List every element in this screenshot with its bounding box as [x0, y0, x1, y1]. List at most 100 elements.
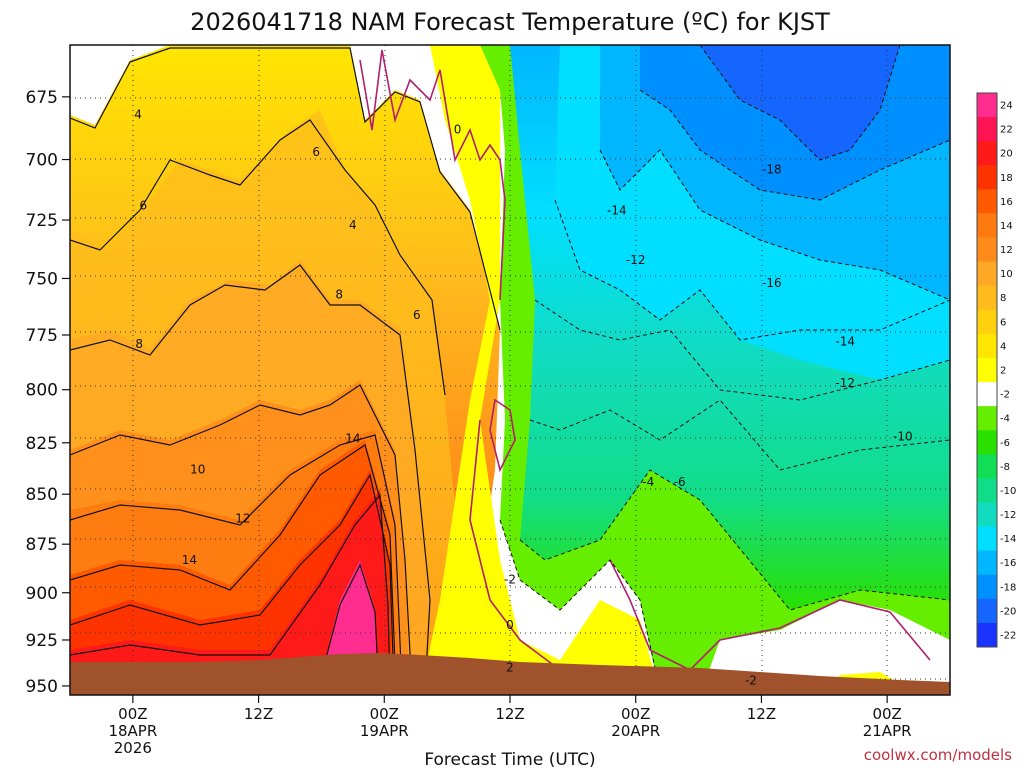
x-tick-label: 19APR — [360, 722, 409, 740]
colorbar-swatch — [977, 237, 997, 263]
colorbar-frame — [976, 92, 998, 648]
contour-label: 0 — [454, 123, 462, 137]
contour-label: 6 — [413, 308, 421, 322]
colorbar-label: 8 — [1000, 293, 1006, 304]
contour-label: -2 — [504, 572, 516, 586]
warm-contours — [70, 47, 501, 691]
x-tick-label: 12Z — [244, 705, 273, 723]
contour-label: -14 — [607, 203, 627, 217]
colorbar-label: 20 — [1000, 149, 1013, 160]
colorbar-swatch — [977, 357, 997, 383]
contour-label: 8 — [335, 287, 343, 301]
colorbar-label: 12 — [1000, 245, 1013, 256]
colorbar-swatch — [977, 622, 997, 648]
colorbar-label: 4 — [1000, 341, 1006, 352]
colorbar-swatch — [977, 478, 997, 503]
colorbar-label: 24 — [1000, 101, 1013, 112]
colorbar-label: -8 — [1000, 462, 1010, 473]
contour-label: 2 — [506, 661, 514, 675]
x-tick-label: 12Z — [747, 705, 776, 723]
colorbar-swatch — [977, 285, 997, 311]
contour-label: -18 — [762, 162, 782, 176]
y-tick-label: 725 — [26, 211, 58, 231]
freezing-fill — [420, 45, 660, 695]
y-tick-label: 675 — [26, 88, 58, 108]
contour-label: -16 — [762, 276, 782, 290]
contour-label: -12 — [835, 376, 855, 390]
contour-label: 8 — [135, 337, 143, 351]
colorbar-label: 6 — [1000, 317, 1006, 328]
contour-label: 14 — [345, 432, 360, 446]
colorbar-swatch — [977, 117, 997, 142]
colorbar-swatch — [977, 261, 997, 287]
contour-label: -14 — [835, 335, 855, 349]
colorbar-label: -20 — [1000, 606, 1016, 617]
contour-label: -4 — [642, 475, 654, 489]
low-right-fill — [700, 600, 950, 695]
y-tick-label: 800 — [26, 381, 58, 401]
plot-area — [70, 45, 950, 695]
colorbar-swatch — [977, 189, 997, 214]
colorbar-label: 10 — [1000, 269, 1013, 280]
colorbar-label: -16 — [1000, 558, 1016, 569]
x-tick-label: 2026 — [114, 739, 152, 757]
colorbar-label: -18 — [1000, 582, 1016, 593]
colorbar-label: 18 — [1000, 173, 1013, 184]
freezing-contours — [359, 49, 931, 671]
colorbar-label: -6 — [1000, 438, 1010, 449]
y-tick-label: 825 — [26, 434, 58, 454]
colorbar-label: 16 — [1000, 197, 1013, 208]
terrain — [70, 653, 950, 695]
colorbar-swatch — [977, 598, 997, 624]
colorbar-swatch — [977, 309, 997, 335]
contour-label: -6 — [674, 475, 686, 489]
y-tick-label: 850 — [26, 485, 58, 505]
y-tick-label: 900 — [26, 584, 58, 604]
colorbar-swatch — [977, 406, 997, 431]
colorbar-swatch — [977, 430, 997, 455]
x-axis-title: Forecast Time (UTC) — [424, 750, 595, 768]
colorbar-swatch — [977, 141, 997, 166]
x-tick-label: 00Z — [621, 705, 650, 723]
y-tick-label: 950 — [26, 677, 58, 697]
y-tick-label: 750 — [26, 269, 58, 289]
contour-label: 4 — [134, 108, 142, 122]
contour-label: 14 — [182, 553, 197, 567]
colorbar-swatch — [977, 213, 997, 239]
contour-label: 0 — [506, 618, 514, 632]
x-tick-label: 18APR — [108, 722, 157, 740]
chart-title: 2026041718 NAM Forecast Temperature (ºC)… — [190, 8, 830, 36]
y-tick-label: 700 — [26, 151, 58, 171]
colorbar-swatch — [977, 502, 997, 528]
colorbar-swatch — [977, 526, 997, 552]
x-tick-label: 00Z — [872, 705, 901, 723]
contour-label: 6 — [312, 145, 320, 159]
contour-label: -2 — [745, 673, 757, 687]
colorbar-swatch — [977, 93, 997, 118]
gridlines — [70, 45, 950, 695]
contour-label: 6 — [140, 199, 148, 213]
colorbar-label: -10 — [1000, 486, 1016, 497]
colorbar-label: -12 — [1000, 510, 1016, 521]
warm-fill-22 — [325, 560, 378, 670]
colorbar: 24 22 20 18 16 14 12 10 8 6 4 2 -2 -4 -6 -8 -10 -12 -14 -16… — [976, 92, 1016, 648]
colorbar-swatch — [977, 574, 997, 600]
colorbar-label: -4 — [1000, 414, 1010, 425]
x-tick-label: 12Z — [495, 705, 524, 723]
warm-fill-18 — [70, 490, 388, 695]
colorbar-swatch — [977, 550, 997, 576]
colorbar-swatch — [977, 333, 997, 359]
y-tick-label: 925 — [26, 631, 58, 651]
credit-text: coolwx.com/models — [864, 746, 1012, 764]
colorbar-swatch — [977, 382, 997, 407]
y-axis: 675 700 725 750 775 800 825 850 875 900 925 950 — [26, 88, 70, 697]
contour-label: -10 — [893, 429, 913, 443]
x-tick-label: 00Z — [118, 705, 147, 723]
cold-fill-20 — [700, 45, 900, 160]
colorbar-label: -2 — [1000, 390, 1010, 401]
x-tick-label: 20APR — [611, 722, 660, 740]
x-tick-label: 00Z — [370, 705, 399, 723]
colorbar-label: 14 — [1000, 221, 1013, 232]
contour-label: 10 — [190, 463, 205, 477]
